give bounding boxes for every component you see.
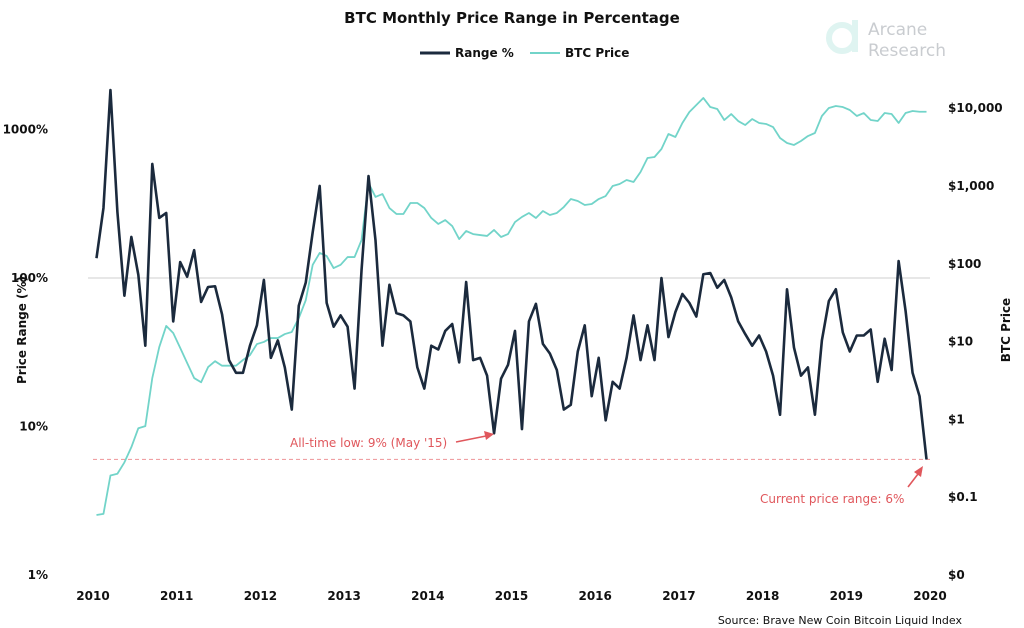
y-tick-label: 1% — [28, 568, 48, 582]
legend-label-btc: BTC Price — [565, 46, 629, 60]
y-axis-label: Price Range (%) — [15, 276, 29, 384]
x-tick-label: 2012 — [244, 589, 277, 603]
annotation-low-arrow — [455, 435, 487, 443]
series-line-range — [95, 88, 928, 460]
annotation-current-text: Current price range: 6% — [760, 492, 904, 506]
x-tick-label: 2020 — [913, 589, 946, 603]
y2-tick-label: $1 — [948, 412, 965, 426]
y2-tick-label: $0.1 — [948, 490, 978, 504]
y2-tick-label: $10,000 — [948, 101, 1003, 115]
y-tick-label: 1000% — [3, 123, 48, 137]
x-tick-label: 2013 — [327, 589, 360, 603]
source-note: Source: Brave New Coin Bitcoin Liquid In… — [718, 614, 963, 627]
annotation-low-text: All-time low: 9% (May '15) — [290, 436, 447, 450]
x-tick-label: 2010 — [76, 589, 109, 603]
y2-tick-label: $1,000 — [948, 179, 994, 193]
x-tick-label: 2014 — [411, 589, 444, 603]
y2-axis-label: BTC Price — [999, 298, 1013, 362]
x-tick-label: 2018 — [746, 589, 779, 603]
x-tick-label: 2017 — [662, 589, 695, 603]
logo-text-line1: Arcane — [868, 20, 927, 40]
annotation-current-arrow — [907, 473, 919, 488]
x-tick-label: 2011 — [160, 589, 193, 603]
x-tick-label: 2019 — [830, 589, 863, 603]
logo: Arcane Research — [826, 20, 946, 61]
y2-tick-label: $0 — [948, 568, 965, 582]
series-line-btc-price — [96, 97, 927, 516]
y-tick-label: 10% — [19, 420, 48, 434]
y-tick-label: 100% — [11, 271, 48, 285]
arrow-head-icon — [484, 431, 494, 440]
arrow-head-icon — [914, 466, 923, 477]
x-tick-label: 2016 — [578, 589, 611, 603]
annotation-low: All-time low: 9% (May '15) — [290, 431, 494, 450]
legend: Range % BTC Price — [420, 46, 629, 60]
y2-tick-label: $10 — [948, 335, 973, 349]
x-tick-label: 2015 — [495, 589, 528, 603]
logo-text-line2: Research — [868, 41, 946, 61]
annotation-current: Current price range: 6% — [760, 466, 923, 506]
y2-tick-label: $100 — [948, 257, 981, 271]
legend-label-range: Range % — [455, 46, 514, 60]
logo-mark — [826, 22, 858, 54]
logo-mark-stem — [852, 20, 858, 52]
chart-title: BTC Monthly Price Range in Percentage — [344, 9, 680, 27]
